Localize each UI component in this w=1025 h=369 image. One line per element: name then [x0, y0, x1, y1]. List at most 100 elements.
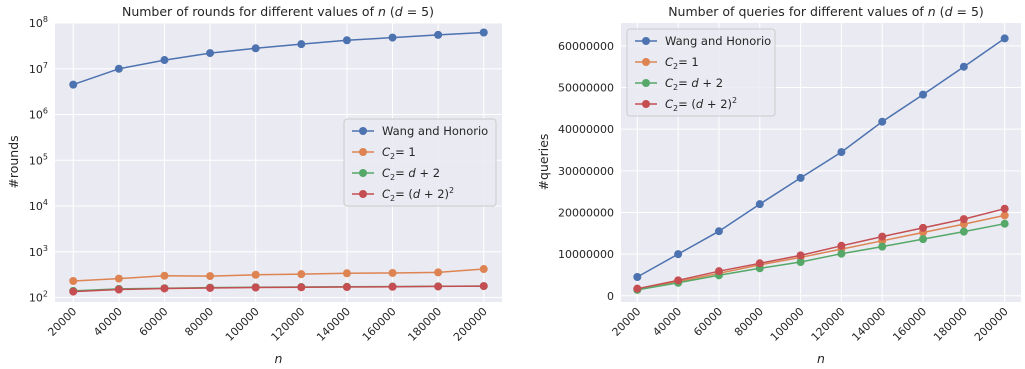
data-point — [479, 282, 488, 291]
x-tick-label: 80000 — [182, 305, 216, 339]
data-point — [160, 56, 169, 65]
x-tick-label: 200000 — [451, 305, 490, 344]
legend-entry: C2= 1 — [382, 145, 416, 161]
x-tick-label: 160000 — [360, 305, 399, 344]
y-tick-label: 0 — [607, 290, 614, 303]
data-point — [919, 223, 928, 232]
x-tick-label: 100000 — [223, 305, 262, 344]
x-tick-label: 100000 — [768, 305, 807, 344]
series-1 — [69, 28, 488, 89]
data-point — [69, 287, 78, 296]
data-point — [479, 28, 488, 37]
x-tick-label: 120000 — [809, 305, 848, 344]
data-point — [959, 62, 968, 71]
chart-panel-2: 20000 40000 60000 80000 100000 120000 140000 16… — [536, 4, 1021, 366]
data-point — [959, 215, 968, 224]
legend-box — [343, 118, 497, 207]
data-point — [796, 173, 805, 182]
data-point — [714, 267, 723, 276]
series-line — [73, 268, 484, 282]
x-tick-label: 60000 — [691, 305, 725, 339]
legend-entry: C2= d + 2 — [665, 76, 723, 92]
y-tick-label: 104 — [29, 198, 48, 213]
x-axis-label: n — [817, 351, 825, 366]
legend-swatch-marker — [359, 190, 367, 198]
series-line — [637, 222, 1005, 291]
series-4 — [69, 282, 488, 296]
legend-entry: C2= (d + 2)2 — [382, 186, 454, 203]
chart-title: Number of rounds for different values of… — [122, 4, 434, 19]
legend: Wang and Honorio C2= 1 C2= d + 2 C2= (d + 2… — [626, 28, 776, 117]
data-point — [919, 90, 928, 99]
data-point — [297, 283, 306, 292]
data-point — [1000, 204, 1009, 213]
y-tick-label: 105 — [29, 152, 48, 167]
y-tick-label: 40000000 — [558, 123, 614, 136]
x-axis-label: n — [275, 351, 283, 366]
y-axis-label: #queries — [536, 134, 551, 191]
series-line — [637, 207, 1005, 290]
x-tick-label: 120000 — [269, 305, 308, 344]
data-point — [434, 282, 443, 291]
data-point — [878, 232, 887, 241]
data-point — [388, 268, 397, 277]
data-point — [206, 283, 215, 292]
data-point — [434, 30, 443, 39]
legend-swatch-marker — [642, 37, 650, 45]
series-4 — [633, 204, 1009, 293]
data-point — [388, 282, 397, 291]
legend-swatch-marker — [642, 100, 650, 108]
legend-entry: Wang and Honorio — [665, 34, 771, 48]
data-point — [342, 283, 351, 292]
series-line — [72, 31, 484, 86]
y-tick-label: 102 — [29, 290, 48, 305]
series-line — [636, 37, 1006, 278]
legend-entry: C2= (d + 2)2 — [665, 96, 737, 113]
legend-swatch-marker — [359, 148, 367, 156]
y-tick-label: 20000000 — [558, 206, 614, 219]
data-point — [674, 250, 683, 259]
x-tick-label: 140000 — [314, 305, 353, 344]
data-point — [796, 251, 805, 260]
data-point — [633, 284, 642, 293]
data-point — [206, 49, 215, 58]
x-tick-label: 20000 — [610, 305, 644, 339]
legend-entry: C2= d + 2 — [382, 166, 440, 182]
legend-box — [626, 28, 776, 117]
data-point — [251, 270, 260, 279]
data-point — [434, 268, 443, 277]
data-point — [919, 235, 928, 244]
data-point — [69, 277, 78, 286]
data-point — [114, 64, 123, 73]
data-point — [114, 285, 123, 294]
x-tick-label: 200000 — [972, 305, 1011, 344]
legend-swatch-marker — [642, 79, 650, 87]
legend-entry: C2= 1 — [665, 55, 699, 71]
data-point — [755, 200, 764, 209]
data-point — [251, 283, 260, 292]
data-point — [1000, 211, 1009, 220]
data-point — [674, 276, 683, 285]
series-2 — [69, 265, 488, 286]
y-tick-label: 50000000 — [558, 82, 614, 95]
data-point — [837, 249, 846, 258]
legend-swatch-marker — [359, 169, 367, 177]
y-tick-label: 103 — [29, 244, 48, 259]
data-point — [160, 271, 169, 280]
y-axis-label: #rounds — [6, 135, 21, 188]
data-point — [342, 269, 351, 278]
data-point — [837, 241, 846, 250]
data-point — [878, 242, 887, 251]
y-tick-label: 60000000 — [558, 40, 614, 53]
chart-panel-1: 20000 40000 60000 80000 100000 120000 140000 16… — [6, 4, 502, 366]
chart-title: Number of queries for different values o… — [668, 4, 984, 19]
data-point — [878, 117, 887, 126]
series-line — [637, 214, 1005, 290]
x-tick-label: 140000 — [849, 305, 888, 344]
y-tick-label: 30000000 — [558, 165, 614, 178]
x-tick-label: 80000 — [732, 305, 766, 339]
x-tick-label: 40000 — [650, 305, 684, 339]
data-point — [714, 227, 723, 236]
data-point — [69, 80, 78, 89]
